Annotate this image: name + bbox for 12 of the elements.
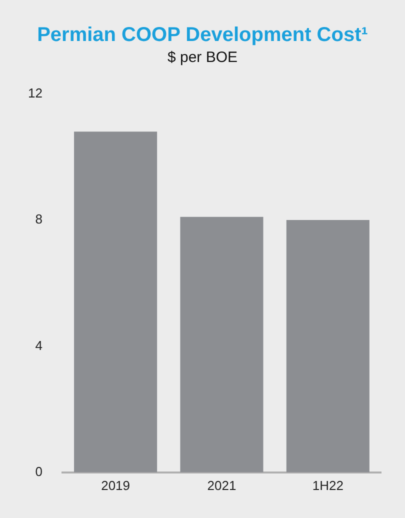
- x-tick-label: 1H22: [312, 478, 344, 493]
- chart-subtitle: $ per BOE: [166, 49, 239, 66]
- chart-title: Permian COOP Development Cost¹: [36, 24, 369, 47]
- x-tick-label: 2019: [101, 478, 130, 493]
- y-tick-label: 8: [35, 212, 42, 227]
- bar: [180, 216, 264, 472]
- y-tick-label: 0: [35, 464, 42, 479]
- bar: [286, 220, 370, 472]
- bar: [74, 132, 158, 472]
- y-tick-label: 12: [28, 85, 42, 100]
- y-tick-label: 4: [35, 338, 42, 353]
- x-tick-label: 2021: [207, 478, 236, 493]
